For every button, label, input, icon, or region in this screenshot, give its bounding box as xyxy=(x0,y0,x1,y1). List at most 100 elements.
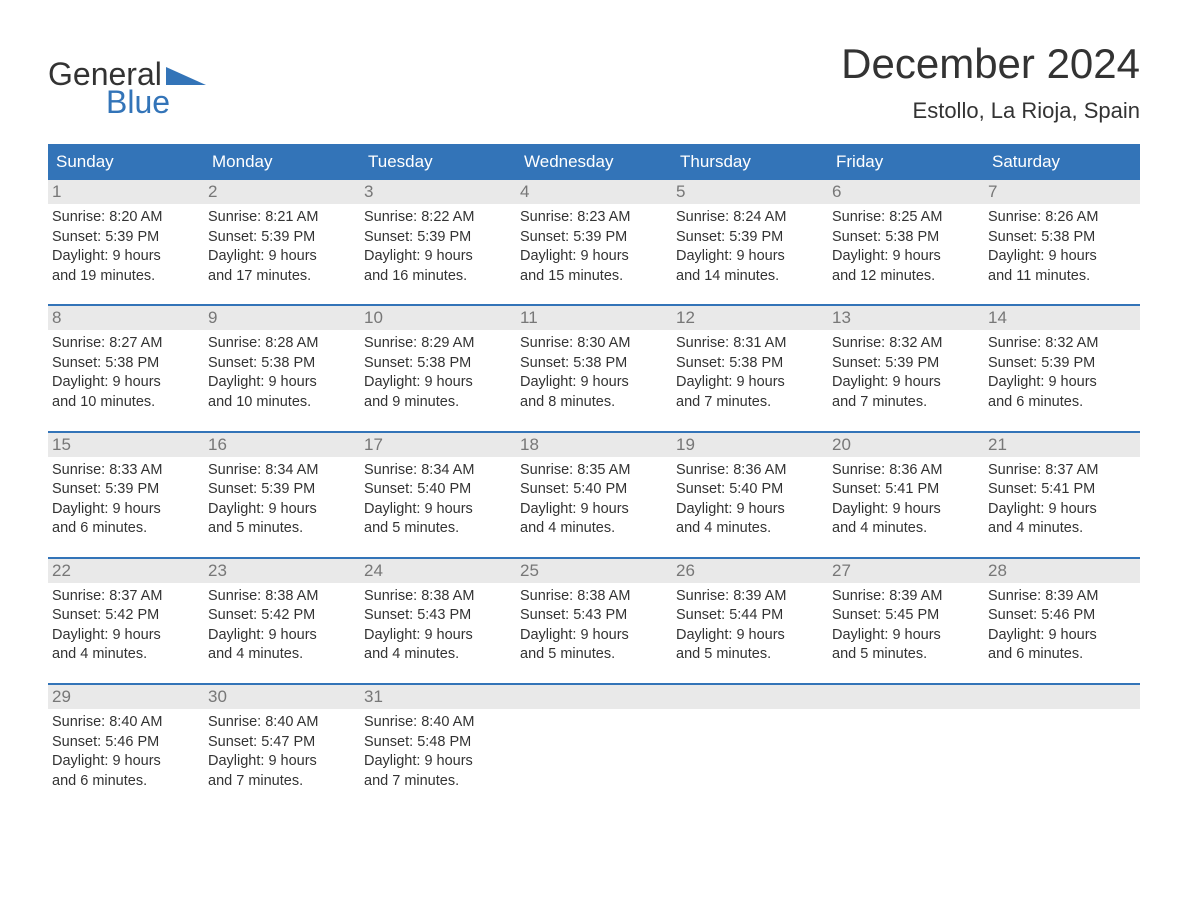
weekday-sunday: Sunday xyxy=(48,144,204,180)
sunset-line: Sunset: 5:40 PM xyxy=(676,480,824,500)
day-body: Sunrise: 8:36 AMSunset: 5:40 PMDaylight:… xyxy=(672,457,828,539)
day-number: 8 xyxy=(48,306,204,330)
daylight-line-2: and 7 minutes. xyxy=(364,772,512,792)
title-block: December 2024 Estollo, La Rioja, Spain xyxy=(841,40,1140,124)
sunset-line: Sunset: 5:48 PM xyxy=(364,733,512,753)
day-body: Sunrise: 8:22 AMSunset: 5:39 PMDaylight:… xyxy=(360,204,516,286)
day-cell: 19Sunrise: 8:36 AMSunset: 5:40 PMDayligh… xyxy=(672,433,828,539)
day-cell: 12Sunrise: 8:31 AMSunset: 5:38 PMDayligh… xyxy=(672,306,828,412)
day-cell: 9Sunrise: 8:28 AMSunset: 5:38 PMDaylight… xyxy=(204,306,360,412)
daylight-line-1: Daylight: 9 hours xyxy=(364,626,512,646)
sunset-line: Sunset: 5:38 PM xyxy=(988,228,1136,248)
day-body: Sunrise: 8:38 AMSunset: 5:43 PMDaylight:… xyxy=(360,583,516,665)
day-cell: 18Sunrise: 8:35 AMSunset: 5:40 PMDayligh… xyxy=(516,433,672,539)
daylight-line-1: Daylight: 9 hours xyxy=(520,373,668,393)
daylight-line-2: and 10 minutes. xyxy=(52,393,200,413)
day-number: 11 xyxy=(516,306,672,330)
sunset-line: Sunset: 5:39 PM xyxy=(988,354,1136,374)
day-number xyxy=(984,685,1140,709)
day-number: 5 xyxy=(672,180,828,204)
daylight-line-2: and 4 minutes. xyxy=(208,645,356,665)
sunrise-line: Sunrise: 8:33 AM xyxy=(52,461,200,481)
daylight-line-1: Daylight: 9 hours xyxy=(364,247,512,267)
daylight-line-1: Daylight: 9 hours xyxy=(52,247,200,267)
day-body: Sunrise: 8:40 AMSunset: 5:48 PMDaylight:… xyxy=(360,709,516,791)
day-cell: 31Sunrise: 8:40 AMSunset: 5:48 PMDayligh… xyxy=(360,685,516,791)
day-body: Sunrise: 8:32 AMSunset: 5:39 PMDaylight:… xyxy=(828,330,984,412)
day-cell: 30Sunrise: 8:40 AMSunset: 5:47 PMDayligh… xyxy=(204,685,360,791)
day-body: Sunrise: 8:40 AMSunset: 5:46 PMDaylight:… xyxy=(48,709,204,791)
day-cell: 16Sunrise: 8:34 AMSunset: 5:39 PMDayligh… xyxy=(204,433,360,539)
daylight-line-1: Daylight: 9 hours xyxy=(832,500,980,520)
daylight-line-1: Daylight: 9 hours xyxy=(832,373,980,393)
logo: General Blue xyxy=(48,40,206,118)
daylight-line-1: Daylight: 9 hours xyxy=(988,500,1136,520)
sunset-line: Sunset: 5:44 PM xyxy=(676,606,824,626)
daylight-line-2: and 5 minutes. xyxy=(832,645,980,665)
day-cell: 7Sunrise: 8:26 AMSunset: 5:38 PMDaylight… xyxy=(984,180,1140,286)
sunrise-line: Sunrise: 8:24 AM xyxy=(676,208,824,228)
daylight-line-1: Daylight: 9 hours xyxy=(520,247,668,267)
day-cell xyxy=(672,685,828,791)
daylight-line-1: Daylight: 9 hours xyxy=(208,752,356,772)
week-row: 29Sunrise: 8:40 AMSunset: 5:46 PMDayligh… xyxy=(48,683,1140,791)
sunrise-line: Sunrise: 8:36 AM xyxy=(832,461,980,481)
sunset-line: Sunset: 5:47 PM xyxy=(208,733,356,753)
day-cell: 13Sunrise: 8:32 AMSunset: 5:39 PMDayligh… xyxy=(828,306,984,412)
weekday-wednesday: Wednesday xyxy=(516,144,672,180)
day-cell xyxy=(984,685,1140,791)
day-number: 3 xyxy=(360,180,516,204)
daylight-line-1: Daylight: 9 hours xyxy=(676,626,824,646)
sunrise-line: Sunrise: 8:38 AM xyxy=(208,587,356,607)
sunset-line: Sunset: 5:46 PM xyxy=(988,606,1136,626)
daylight-line-1: Daylight: 9 hours xyxy=(988,626,1136,646)
sunrise-line: Sunrise: 8:35 AM xyxy=(520,461,668,481)
day-cell: 10Sunrise: 8:29 AMSunset: 5:38 PMDayligh… xyxy=(360,306,516,412)
day-body: Sunrise: 8:40 AMSunset: 5:47 PMDaylight:… xyxy=(204,709,360,791)
sunrise-line: Sunrise: 8:27 AM xyxy=(52,334,200,354)
day-cell: 23Sunrise: 8:38 AMSunset: 5:42 PMDayligh… xyxy=(204,559,360,665)
daylight-line-1: Daylight: 9 hours xyxy=(676,500,824,520)
daylight-line-2: and 17 minutes. xyxy=(208,267,356,287)
daylight-line-1: Daylight: 9 hours xyxy=(520,500,668,520)
day-number: 7 xyxy=(984,180,1140,204)
daylight-line-2: and 14 minutes. xyxy=(676,267,824,287)
day-cell: 5Sunrise: 8:24 AMSunset: 5:39 PMDaylight… xyxy=(672,180,828,286)
daylight-line-2: and 4 minutes. xyxy=(988,519,1136,539)
day-cell: 6Sunrise: 8:25 AMSunset: 5:38 PMDaylight… xyxy=(828,180,984,286)
sunrise-line: Sunrise: 8:20 AM xyxy=(52,208,200,228)
sunset-line: Sunset: 5:39 PM xyxy=(364,228,512,248)
daylight-line-2: and 4 minutes. xyxy=(52,645,200,665)
sunrise-line: Sunrise: 8:30 AM xyxy=(520,334,668,354)
day-cell: 27Sunrise: 8:39 AMSunset: 5:45 PMDayligh… xyxy=(828,559,984,665)
sunrise-line: Sunrise: 8:40 AM xyxy=(52,713,200,733)
daylight-line-1: Daylight: 9 hours xyxy=(364,373,512,393)
day-cell: 2Sunrise: 8:21 AMSunset: 5:39 PMDaylight… xyxy=(204,180,360,286)
day-number: 15 xyxy=(48,433,204,457)
daylight-line-2: and 9 minutes. xyxy=(364,393,512,413)
logo-text-bottom: Blue xyxy=(48,86,206,118)
week-row: 15Sunrise: 8:33 AMSunset: 5:39 PMDayligh… xyxy=(48,431,1140,539)
day-number: 22 xyxy=(48,559,204,583)
sunrise-line: Sunrise: 8:32 AM xyxy=(988,334,1136,354)
day-number: 26 xyxy=(672,559,828,583)
weekday-saturday: Saturday xyxy=(984,144,1140,180)
day-number: 4 xyxy=(516,180,672,204)
day-number xyxy=(672,685,828,709)
daylight-line-2: and 6 minutes. xyxy=(988,393,1136,413)
day-body: Sunrise: 8:31 AMSunset: 5:38 PMDaylight:… xyxy=(672,330,828,412)
day-body: Sunrise: 8:34 AMSunset: 5:40 PMDaylight:… xyxy=(360,457,516,539)
sunrise-line: Sunrise: 8:22 AM xyxy=(364,208,512,228)
day-number: 18 xyxy=(516,433,672,457)
day-number: 27 xyxy=(828,559,984,583)
sunset-line: Sunset: 5:39 PM xyxy=(208,228,356,248)
daylight-line-2: and 7 minutes. xyxy=(208,772,356,792)
sunrise-line: Sunrise: 8:25 AM xyxy=(832,208,980,228)
sunset-line: Sunset: 5:41 PM xyxy=(832,480,980,500)
day-body: Sunrise: 8:39 AMSunset: 5:44 PMDaylight:… xyxy=(672,583,828,665)
sunrise-line: Sunrise: 8:26 AM xyxy=(988,208,1136,228)
day-body: Sunrise: 8:27 AMSunset: 5:38 PMDaylight:… xyxy=(48,330,204,412)
day-number: 6 xyxy=(828,180,984,204)
day-cell: 11Sunrise: 8:30 AMSunset: 5:38 PMDayligh… xyxy=(516,306,672,412)
day-cell xyxy=(828,685,984,791)
